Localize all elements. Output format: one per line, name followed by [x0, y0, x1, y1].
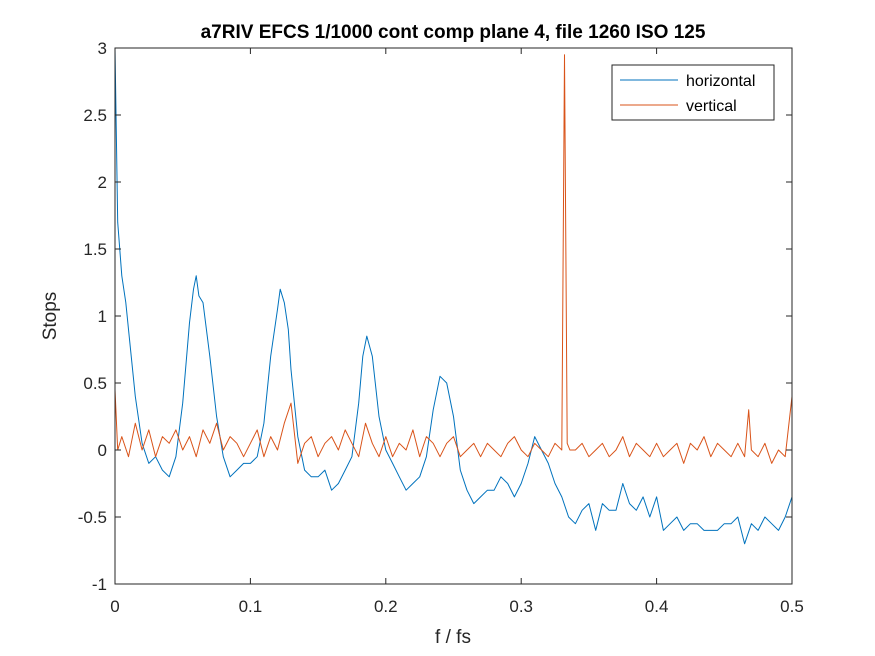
y-tick-label: 3 [98, 39, 107, 58]
x-tick-label: 0.5 [780, 597, 804, 616]
plot-area [115, 48, 792, 584]
y-tick-label: 0.5 [83, 374, 107, 393]
y-tick-label: -0.5 [78, 508, 107, 527]
x-axis-label: f / fs [435, 627, 471, 648]
axes-layer: 0 0.1 0.2 0.3 0.4 0.5 -1 -0.5 0 0.5 1 1.5 2 2.5 3 [78, 39, 804, 616]
x-tick-label: 0.3 [509, 597, 533, 616]
y-tick-label: 1 [98, 307, 107, 326]
legend-box [611, 64, 775, 121]
series-line-horizontal [114, 47, 793, 545]
y-tick-label: 2.5 [83, 106, 107, 125]
x-tick-label: 0 [110, 597, 119, 616]
x-tick-label: 0.1 [239, 597, 263, 616]
legend-label-vertical: vertical [686, 98, 737, 115]
y-axis-label: Stops [40, 292, 61, 341]
x-tick-label: 0.4 [645, 597, 669, 616]
y-tick-label: 0 [98, 441, 107, 460]
legend-label-horizontal: horizontal [686, 73, 755, 90]
legend[interactable]: horizontal vertical [611, 64, 775, 121]
y-tick-label: 2 [98, 173, 107, 192]
x-tick-label: 0.2 [374, 597, 398, 616]
series-line-vertical [114, 54, 793, 464]
series-layer [114, 47, 793, 545]
y-tick-label: -1 [92, 575, 107, 594]
chart-title: a7RIV EFCS 1/1000 cont comp plane 4, fil… [201, 22, 706, 43]
y-tick-label: 1.5 [83, 240, 107, 259]
